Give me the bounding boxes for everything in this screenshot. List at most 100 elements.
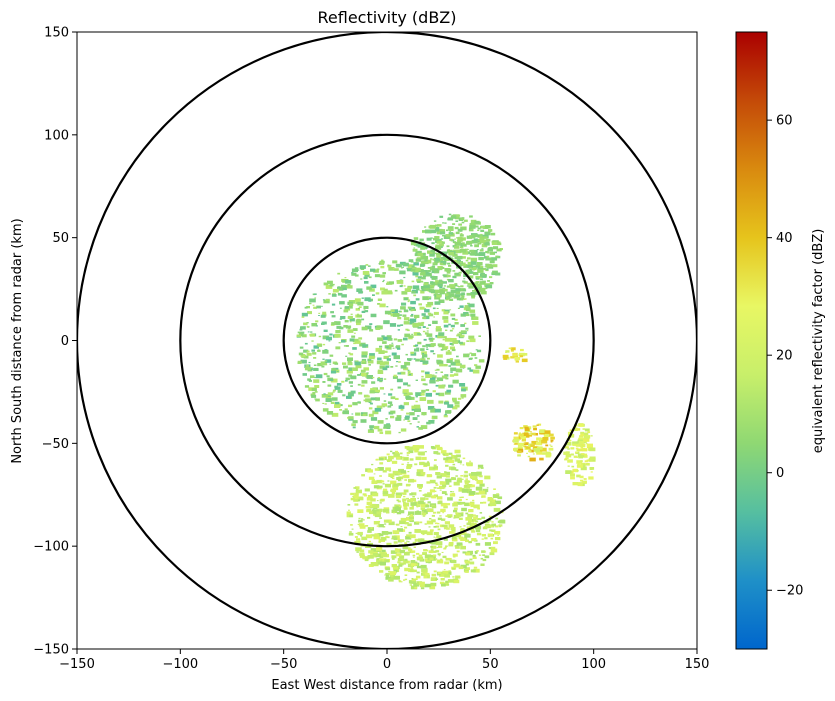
echo-pixel xyxy=(442,512,445,514)
echo-pixel xyxy=(416,571,420,574)
echo-pixel xyxy=(590,435,593,437)
echo-pixel xyxy=(424,583,431,588)
echo-pixel xyxy=(322,349,329,354)
echo-pixel xyxy=(387,338,393,341)
echo-pixel xyxy=(354,267,359,270)
echo-pixel xyxy=(422,296,429,301)
echo-pixel xyxy=(446,389,452,393)
echo-pixel xyxy=(590,471,593,473)
echo-pixel xyxy=(378,263,381,265)
echo-pixel xyxy=(475,486,483,491)
echo-pixel xyxy=(467,367,472,370)
echo-pixel xyxy=(395,548,402,553)
echo-pixel xyxy=(453,481,460,486)
echo-pixel xyxy=(415,298,420,301)
echo-pixel xyxy=(391,352,397,356)
echo-pixel xyxy=(354,536,358,538)
echo-pixel xyxy=(446,291,451,295)
echo-pixel xyxy=(376,405,383,409)
echo-pixel xyxy=(425,248,427,250)
echo-pixel xyxy=(442,316,449,320)
echo-pixel xyxy=(389,571,396,575)
echo-pixel xyxy=(566,457,569,459)
echo-pixel xyxy=(465,327,469,330)
echo-pixel xyxy=(519,432,521,434)
echo-pixel xyxy=(438,332,445,336)
echo-pixel xyxy=(430,446,435,449)
echo-pixel xyxy=(358,523,365,527)
echo-pixel xyxy=(489,502,497,507)
echo-pixel xyxy=(343,309,349,313)
echo-pixel xyxy=(484,555,490,559)
echo-pixel xyxy=(499,519,506,524)
echo-pixel xyxy=(408,547,411,549)
echo-pixel xyxy=(412,541,417,544)
echo-pixel xyxy=(543,433,550,437)
echo-pixel xyxy=(381,290,388,295)
echo-pixel xyxy=(432,550,437,553)
echo-pixel xyxy=(410,569,415,573)
echo-pixel xyxy=(463,312,469,316)
echo-pixel xyxy=(434,522,438,525)
echo-pixel xyxy=(348,328,350,330)
echo-pixel xyxy=(420,393,425,396)
echo-pixel xyxy=(475,492,480,495)
echo-pixel xyxy=(382,493,388,497)
echo-pixel xyxy=(342,410,349,415)
echo-pixel xyxy=(391,558,395,560)
echo-pixel xyxy=(422,552,427,555)
echo-pixel xyxy=(390,480,397,485)
echo-pixel xyxy=(577,483,583,487)
echo-pixel xyxy=(388,470,392,472)
echo-pixel xyxy=(572,468,579,473)
echo-pixel xyxy=(393,483,399,487)
echo-pixel xyxy=(580,479,583,482)
echo-pixel xyxy=(461,243,467,247)
echo-pixel xyxy=(412,498,415,500)
echo-pixel xyxy=(383,320,390,325)
echo-pixel xyxy=(413,358,417,360)
echo-pixel xyxy=(406,497,409,500)
echo-pixel xyxy=(466,241,472,245)
echo-pixel xyxy=(334,369,340,373)
echo-pixel xyxy=(424,308,427,310)
echo-pixel xyxy=(431,519,436,522)
echo-pixel xyxy=(481,248,484,250)
echo-pixel xyxy=(370,498,376,502)
echo-pixel xyxy=(349,321,352,323)
echo-pixel xyxy=(387,264,390,266)
echo-pixel xyxy=(317,344,323,347)
echo-pixel xyxy=(576,470,579,472)
echo-pixel xyxy=(437,224,442,227)
echo-pixel xyxy=(448,459,455,463)
echo-pixel xyxy=(456,237,459,239)
echo-pixel xyxy=(311,394,317,398)
echo-pixel xyxy=(434,295,441,300)
echo-pixel xyxy=(537,423,542,426)
echo-pixel xyxy=(466,488,472,493)
echo-pixel xyxy=(388,455,394,460)
echo-pixel xyxy=(458,286,461,288)
echo-pixel xyxy=(471,239,478,244)
echo-pixel xyxy=(304,306,308,309)
echo-pixel xyxy=(436,368,440,371)
echo-pixel xyxy=(468,335,475,340)
echo-pixel xyxy=(401,267,403,269)
echo-pixel xyxy=(486,268,489,271)
echo-pixel xyxy=(481,534,486,537)
echo-pixel xyxy=(465,570,469,573)
echo-pixel xyxy=(459,383,466,387)
echo-pixel xyxy=(353,487,357,489)
echo-pixel xyxy=(440,238,443,240)
echo-pixel xyxy=(510,347,516,351)
echo-pixel xyxy=(352,347,357,350)
echo-pixel xyxy=(308,361,311,364)
echo-pixel xyxy=(407,306,412,309)
echo-pixel xyxy=(427,461,430,463)
echo-pixel xyxy=(376,558,380,561)
echo-region xyxy=(512,423,555,462)
echo-pixel xyxy=(423,282,429,286)
echo-pixel xyxy=(416,426,419,428)
echo-pixel xyxy=(411,578,417,582)
echo-pixel xyxy=(416,257,421,260)
